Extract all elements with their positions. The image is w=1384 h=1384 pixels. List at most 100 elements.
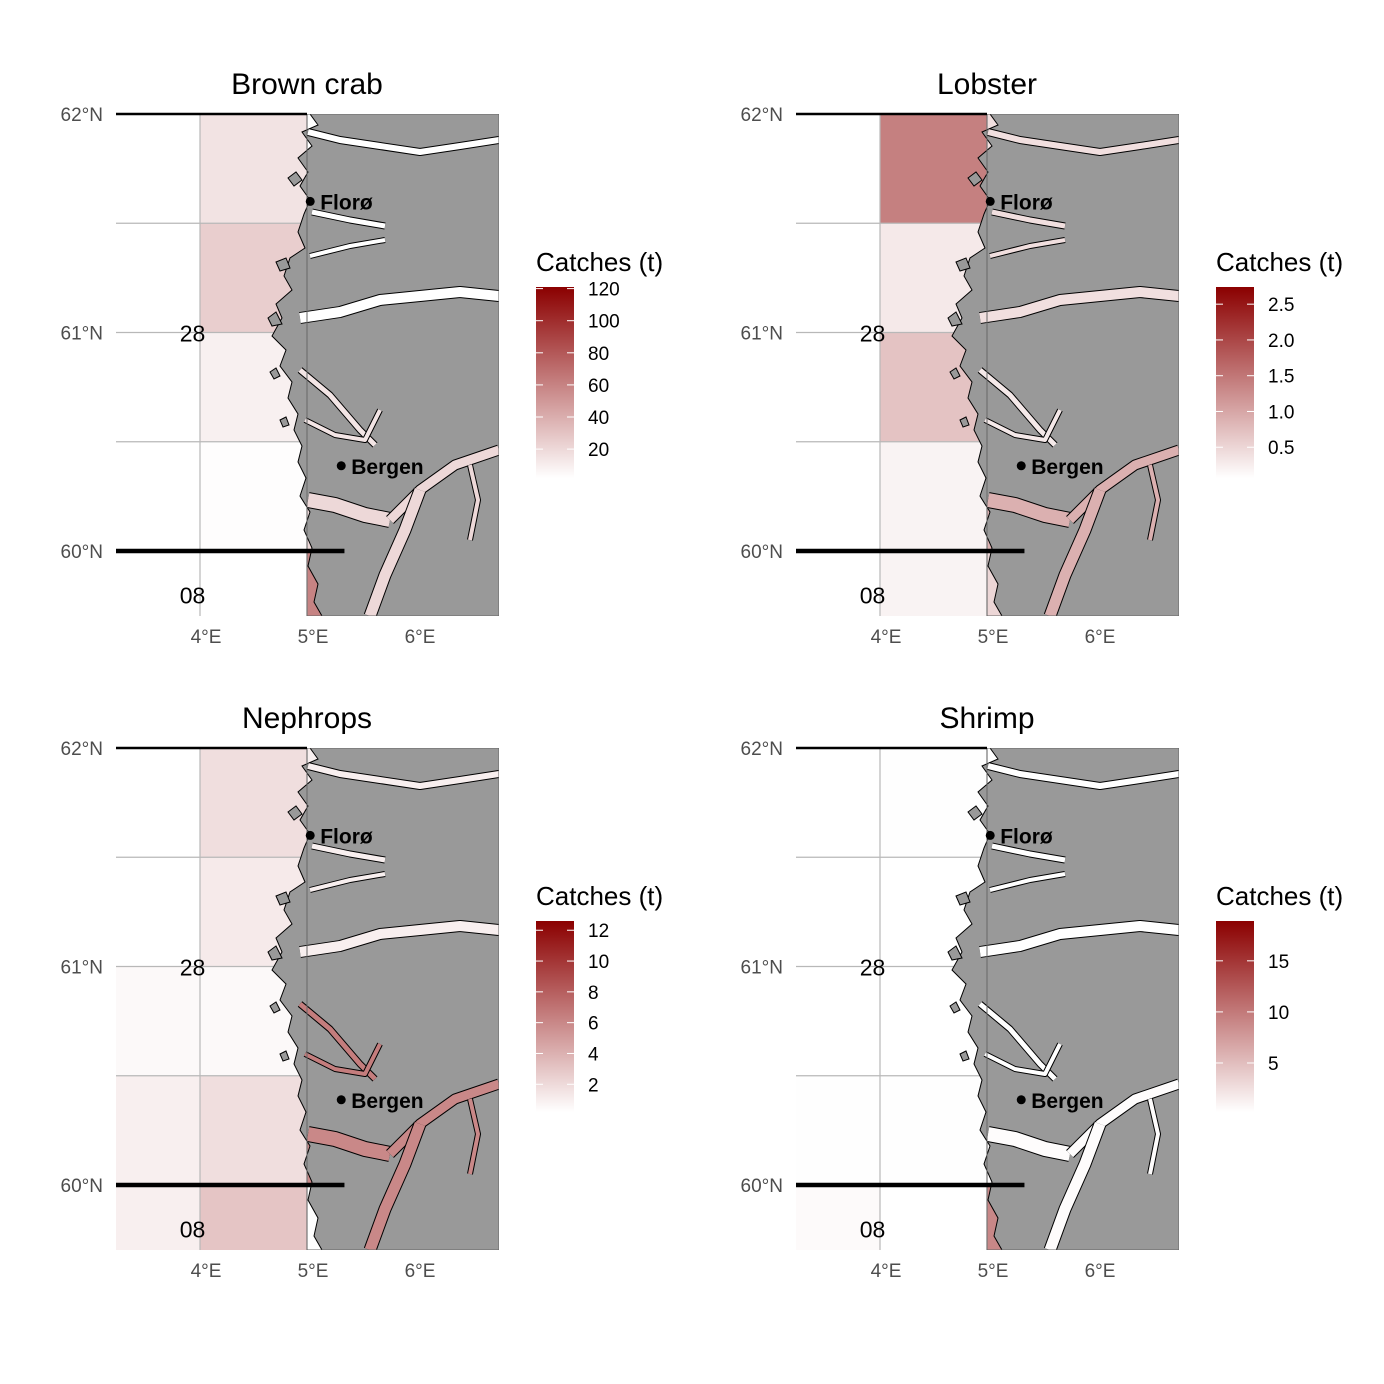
- city-marker: [985, 830, 995, 840]
- fjord: [309, 238, 386, 258]
- plot-area: [796, 748, 1179, 1250]
- fjord: [979, 287, 1179, 323]
- island: [959, 416, 970, 428]
- area-label: 08: [860, 1217, 886, 1243]
- x-tick-label: 5°E: [978, 1261, 1009, 1282]
- fjord: [386, 1079, 499, 1158]
- fjord: [989, 238, 1066, 258]
- city-marker: [1016, 1095, 1026, 1105]
- fjord: [1066, 1079, 1179, 1158]
- x-tick-label: 6°E: [1085, 1261, 1116, 1282]
- legend-tick-label: 10: [588, 952, 609, 973]
- map-panel: 28 08 Florø Bergen 4°E 5°E 6°E 62°N 61°N 60°N Brow…: [61, 68, 664, 648]
- catch-cell: [200, 1185, 307, 1250]
- land-polygon: [951, 748, 1179, 1250]
- island: [955, 257, 971, 272]
- island: [949, 1001, 961, 1014]
- city-marker: [336, 461, 346, 471]
- fjord: [304, 1043, 382, 1076]
- city-marker: [1016, 461, 1026, 471]
- catch-cell: [880, 114, 987, 224]
- fjord: [991, 843, 1066, 863]
- catch-cell: [116, 1075, 200, 1185]
- plot-area: [116, 114, 499, 616]
- legend-colorbar: [536, 287, 574, 478]
- legend-tick-label: 12: [588, 921, 609, 942]
- fjord: [1044, 1122, 1106, 1250]
- legend-title: Catches (t): [1216, 247, 1343, 277]
- fjord: [979, 921, 1179, 957]
- fjord: [386, 445, 499, 524]
- land-polygon: [271, 748, 499, 1250]
- legend-tick-label: 1.0: [1268, 402, 1294, 423]
- legend-tick-label: 4: [588, 1044, 599, 1065]
- area-label: 28: [180, 955, 206, 981]
- island: [267, 945, 283, 961]
- city-label: Florø: [320, 191, 373, 214]
- city-label: Florø: [320, 825, 373, 848]
- legend-tick-label: 60: [588, 376, 609, 397]
- legend-title: Catches (t): [536, 881, 663, 911]
- island: [947, 311, 963, 327]
- legend-tick-label: 1.5: [1268, 367, 1294, 388]
- fjord: [984, 1043, 1062, 1076]
- island: [287, 171, 303, 187]
- island: [949, 367, 961, 380]
- fjord: [309, 872, 386, 892]
- legend-tick-label: 80: [588, 344, 609, 365]
- y-tick-label: 62°N: [61, 739, 103, 760]
- fjord: [1148, 464, 1160, 541]
- x-tick-label: 6°E: [405, 1261, 436, 1282]
- legend-tick-label: 15: [1268, 952, 1289, 973]
- city-label: Bergen: [351, 456, 423, 479]
- y-tick-label: 61°N: [741, 958, 783, 979]
- x-tick-label: 6°E: [1085, 627, 1116, 648]
- fjord: [306, 493, 392, 527]
- legend-title: Catches (t): [1216, 881, 1343, 911]
- legend-tick-label: 0.5: [1268, 438, 1294, 459]
- catch-cell: [880, 1075, 987, 1185]
- catch-cell: [880, 551, 987, 616]
- area-label: 28: [860, 955, 886, 981]
- fjord: [1066, 445, 1179, 524]
- island: [279, 1050, 290, 1062]
- city-label: Bergen: [1031, 1090, 1103, 1113]
- city-marker: [305, 196, 315, 206]
- island: [959, 1050, 970, 1062]
- panel-title: Brown crab: [231, 68, 383, 101]
- area-label: 08: [860, 583, 886, 609]
- legend-tick-label: 2: [588, 1075, 599, 1096]
- fjord: [311, 209, 386, 229]
- panel-title: Shrimp: [939, 702, 1034, 735]
- y-tick-label: 60°N: [61, 1176, 103, 1197]
- fjord: [986, 1127, 1072, 1161]
- island: [967, 171, 983, 187]
- catch-cell: [200, 441, 307, 551]
- x-tick-label: 5°E: [298, 1261, 329, 1282]
- city-label: Florø: [1000, 191, 1053, 214]
- catch-cell: [116, 1185, 200, 1250]
- catch-cell: [880, 748, 987, 858]
- island: [269, 1001, 281, 1014]
- plot-area: [796, 114, 1179, 616]
- fjord: [304, 409, 382, 442]
- island: [967, 805, 983, 821]
- panel-title: Lobster: [937, 68, 1037, 101]
- y-tick-label: 60°N: [741, 1176, 783, 1197]
- fjord: [311, 843, 386, 863]
- city-label: Bergen: [351, 1090, 423, 1113]
- x-tick-label: 4°E: [191, 1261, 222, 1282]
- island: [275, 891, 291, 906]
- area-label: 08: [180, 583, 206, 609]
- fjord: [986, 493, 1072, 527]
- island: [269, 367, 281, 380]
- legend-tick-label: 20: [588, 440, 609, 461]
- land-frame: [306, 748, 499, 1250]
- y-tick-label: 60°N: [61, 542, 103, 563]
- legend-tick-label: 120: [588, 280, 620, 301]
- legend-tick-label: 100: [588, 312, 620, 333]
- catch-cell: [200, 1075, 307, 1185]
- land-polygon: [271, 114, 499, 616]
- land-frame: [986, 748, 1179, 1250]
